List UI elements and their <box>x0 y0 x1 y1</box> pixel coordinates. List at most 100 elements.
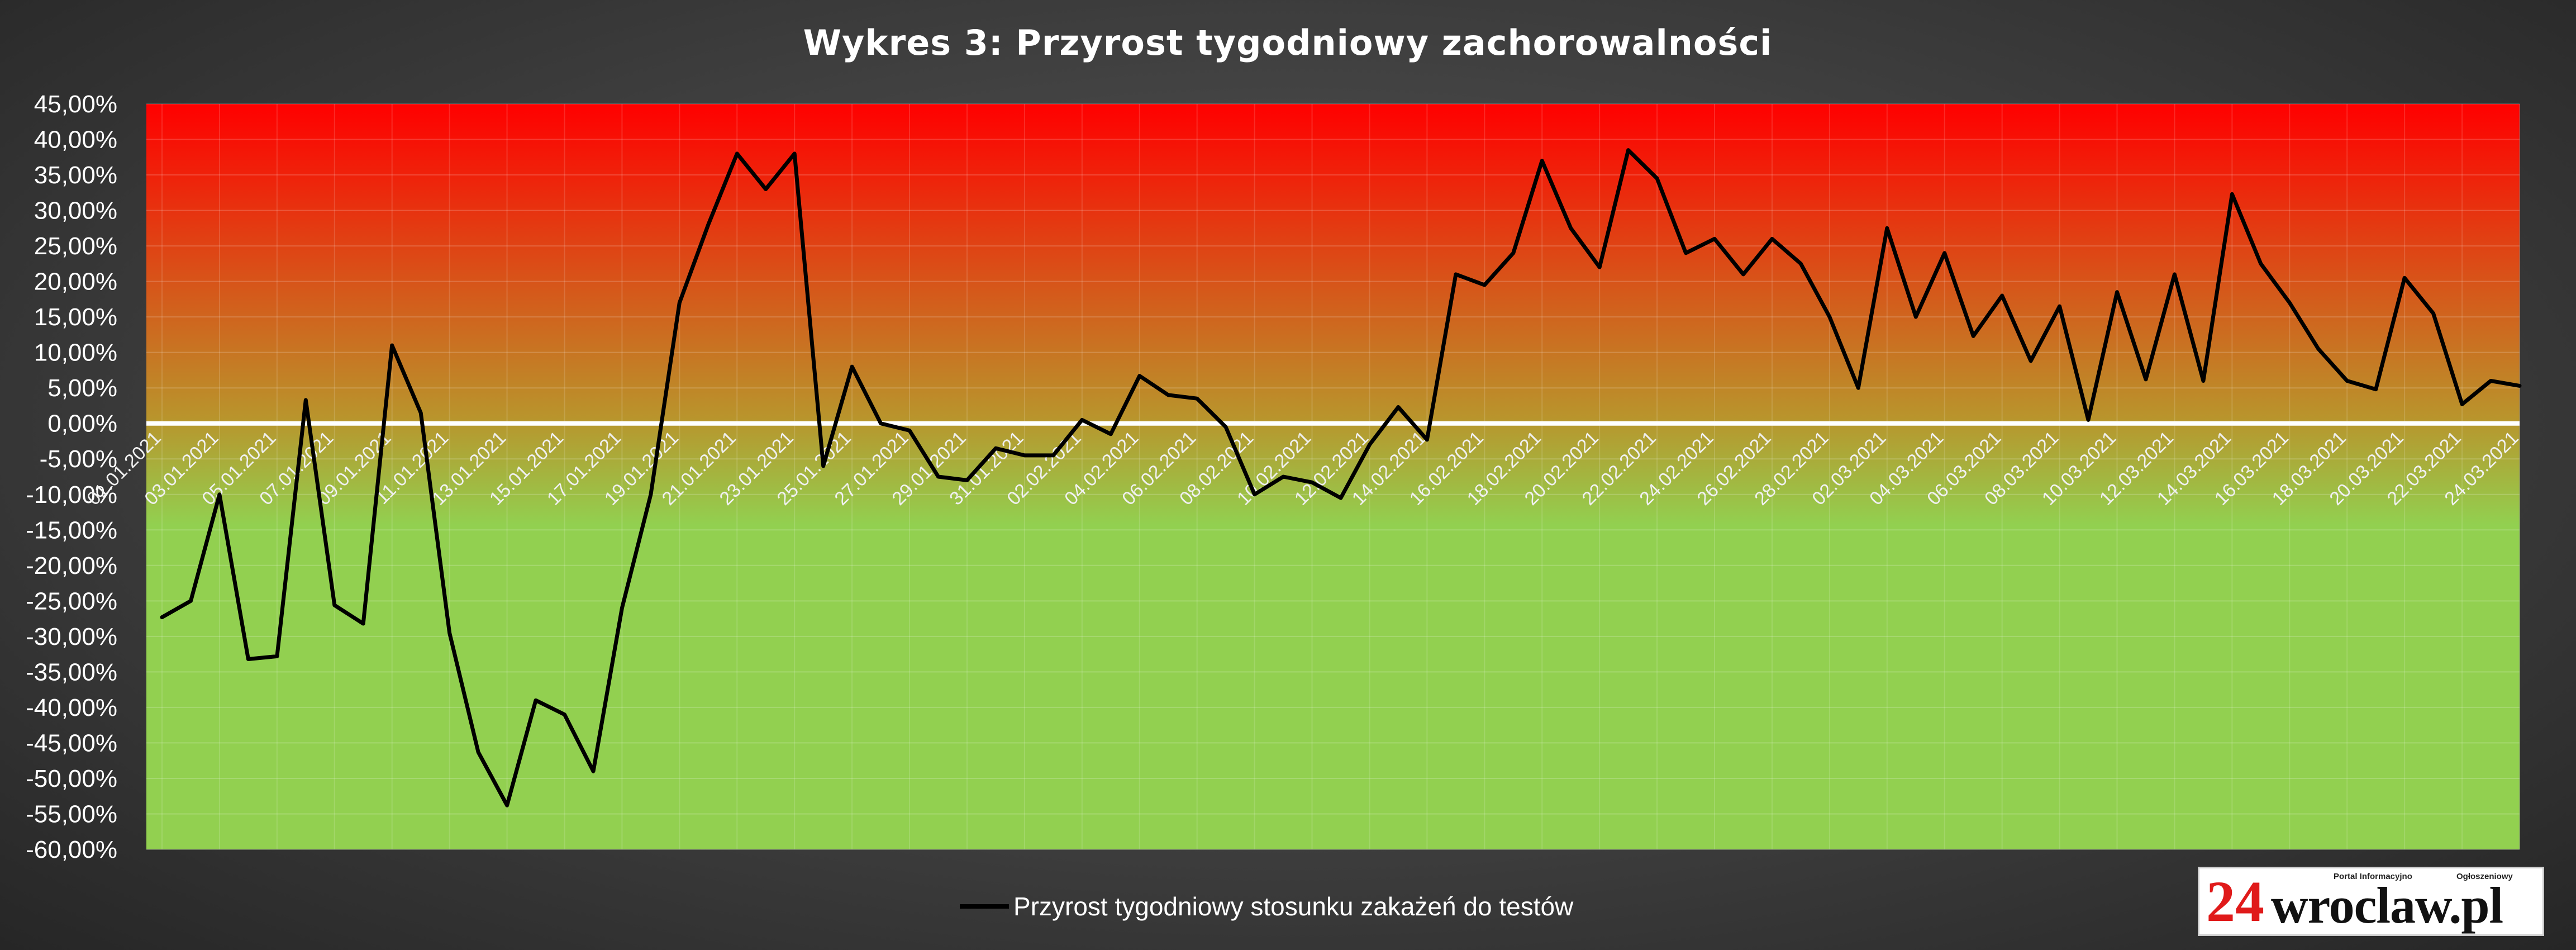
data-point <box>304 398 308 402</box>
y-tick-label: -35,00% <box>26 658 117 686</box>
data-point <box>1166 393 1170 397</box>
y-tick-label: 30,00% <box>34 197 117 225</box>
y-tick-label: -20,00% <box>26 552 117 580</box>
data-point <box>1282 475 1285 478</box>
logo-tagline-right: Ogłoszeniowy <box>2456 872 2513 881</box>
y-tick-label: 5,00% <box>47 374 117 402</box>
data-point <box>1368 443 1372 446</box>
data-point <box>678 301 682 305</box>
data-point <box>1310 481 1314 484</box>
data-point <box>1454 272 1458 276</box>
logo-word: wroclaw.pl <box>2271 877 2503 934</box>
data-point <box>1684 251 1688 255</box>
data-point <box>1827 315 1831 319</box>
y-tick-label: 0,00% <box>47 410 117 438</box>
data-point <box>1425 438 1429 441</box>
data-point <box>2518 384 2521 388</box>
data-point <box>2259 262 2263 265</box>
data-point <box>160 615 164 619</box>
y-tick-label: -25,00% <box>26 587 117 615</box>
data-point <box>2087 418 2090 422</box>
data-point <box>217 492 221 496</box>
series-points <box>160 148 2521 808</box>
y-tick-label: 40,00% <box>34 126 117 154</box>
data-point <box>1856 386 1860 390</box>
data-point <box>1655 177 1659 180</box>
legend-label: Przyrost tygodniowy stosunku zakażeń do … <box>1013 892 1574 921</box>
data-point <box>1569 226 1573 230</box>
site-logo: 24 Portal Informacyjno Ogłoszeniowy wroc… <box>2198 867 2544 936</box>
data-point <box>850 365 854 369</box>
data-point <box>1051 453 1055 457</box>
data-point <box>994 446 998 450</box>
data-point <box>1339 496 1342 500</box>
data-point <box>1483 283 1487 287</box>
chart-title: Wykres 3: Przyrost tygodniowy zachorowal… <box>803 22 1773 63</box>
data-point <box>1253 492 1256 496</box>
y-tick-label: -10,00% <box>26 481 117 509</box>
data-point <box>1799 262 1803 265</box>
data-point <box>447 631 451 635</box>
y-tick-label: -5,00% <box>40 445 117 473</box>
y-tick-label: -60,00% <box>26 836 117 863</box>
y-tick-label: 10,00% <box>34 339 117 367</box>
data-point <box>2489 379 2493 383</box>
data-point <box>1598 265 1602 269</box>
data-point <box>793 151 797 155</box>
data-point <box>592 770 595 773</box>
y-tick-label: 15,00% <box>34 303 117 331</box>
y-tick-label: -55,00% <box>26 800 117 828</box>
y-tick-label: -30,00% <box>26 623 117 650</box>
data-point <box>965 478 969 482</box>
y-tick-label: 20,00% <box>34 268 117 296</box>
logo-tagline-left: Portal Informacyjno <box>2334 872 2412 881</box>
data-point <box>246 657 250 661</box>
data-point <box>361 622 365 625</box>
data-point <box>563 712 566 716</box>
data-point <box>2288 301 2292 305</box>
data-point <box>936 475 940 478</box>
data-point <box>649 492 653 496</box>
data-point <box>1022 453 1026 457</box>
data-point <box>1137 374 1141 378</box>
y-tick-label: 35,00% <box>34 162 117 189</box>
data-point <box>2431 311 2435 315</box>
data-point <box>1511 251 1515 255</box>
y-tick-label: -50,00% <box>26 765 117 792</box>
data-point <box>1942 251 1946 255</box>
legend: Przyrost tygodniowy stosunku zakażeń do … <box>960 892 1574 921</box>
data-point <box>505 804 509 808</box>
y-tick-label: -45,00% <box>26 729 117 757</box>
data-point <box>477 750 480 754</box>
data-point <box>706 223 710 226</box>
y-tick-label: -40,00% <box>26 694 117 721</box>
data-point <box>332 604 336 607</box>
data-point <box>390 344 394 347</box>
data-point <box>2316 347 2320 351</box>
data-point <box>821 464 825 468</box>
data-point <box>620 606 624 610</box>
data-point <box>1080 418 1084 422</box>
data-point <box>1109 432 1113 436</box>
data-point <box>1741 272 1745 276</box>
data-point <box>1885 226 1889 230</box>
data-point <box>189 599 193 603</box>
data-point <box>1195 397 1199 401</box>
data-point <box>1224 425 1228 429</box>
data-point <box>1626 148 1630 152</box>
y-axis: 45,00% 40,00% 35,00% 30,00% 25,00% 20,00% 15,0… <box>26 91 117 863</box>
data-point <box>2345 379 2349 383</box>
logo-number: 24 <box>2206 870 2264 934</box>
data-point <box>2000 294 2004 297</box>
data-point <box>1770 237 1774 241</box>
data-point <box>419 411 423 415</box>
y-tick-label: 25,00% <box>34 232 117 260</box>
data-point <box>908 429 911 433</box>
data-point <box>879 421 883 425</box>
data-point <box>764 187 768 191</box>
data-point <box>1540 159 1544 163</box>
data-point <box>1396 405 1400 409</box>
data-point <box>2403 276 2407 280</box>
data-point <box>2460 402 2464 406</box>
